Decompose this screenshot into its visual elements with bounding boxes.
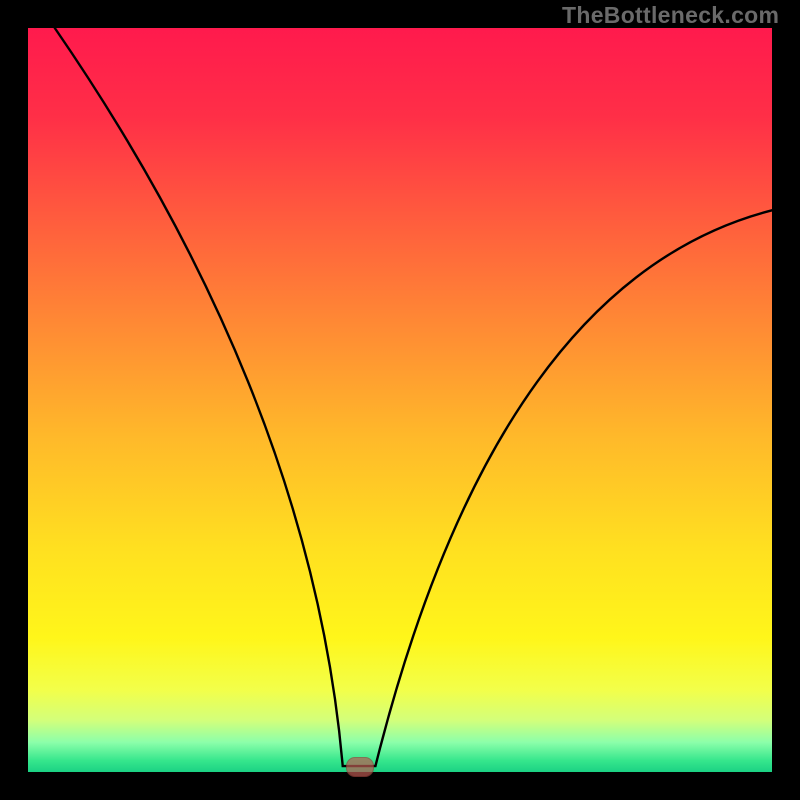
watermark-text: TheBottleneck.com <box>562 2 779 29</box>
optimum-marker <box>346 757 374 777</box>
bottleneck-curve <box>28 28 772 772</box>
plot-frame <box>0 0 800 800</box>
v-curve-path <box>55 28 772 766</box>
